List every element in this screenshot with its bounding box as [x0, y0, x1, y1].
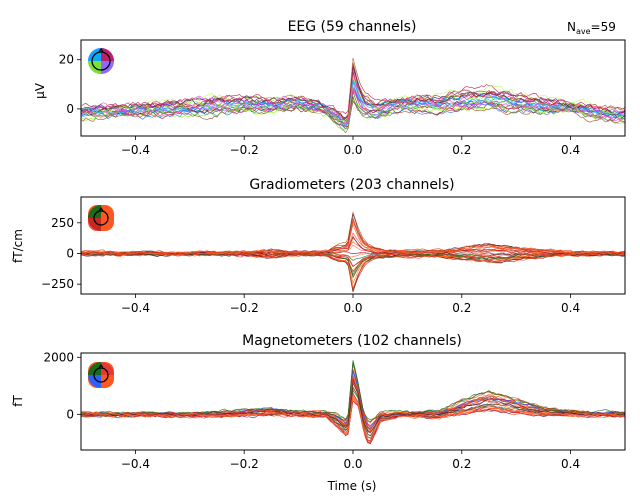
y-tick-label: 250 — [51, 216, 74, 230]
y-axis-label: µV — [33, 82, 47, 99]
x-tick-label: −0.2 — [230, 457, 259, 471]
axes-frame — [80, 196, 626, 295]
channel-trace — [81, 62, 625, 120]
channel-trace — [81, 86, 625, 124]
channel-trace — [81, 86, 625, 124]
tick-group: −0.4 −0.2 0.0 0.2 0.4 0 2000 — [43, 350, 580, 471]
sensor-layout-icon — [88, 362, 114, 388]
x-tick-label: 0.0 — [343, 143, 362, 157]
channel-trace — [81, 88, 625, 124]
axes-frame — [80, 352, 626, 451]
x-tick-label: 0.2 — [452, 457, 471, 471]
channel-trace — [81, 253, 625, 292]
channel-trace — [81, 381, 625, 433]
sensor-layout-icon — [88, 47, 114, 74]
x-tick-label: 0.0 — [343, 301, 362, 315]
channel-trace — [81, 100, 625, 134]
x-tick-label: 0.4 — [561, 143, 580, 157]
x-axis-label: Time (s) — [327, 479, 377, 493]
x-tick-label: −0.2 — [230, 143, 259, 157]
x-tick-label: −0.4 — [121, 143, 150, 157]
nave-label: Nave=59 — [567, 20, 616, 36]
panel-title: EEG (59 channels) — [288, 19, 417, 35]
channel-trace — [81, 78, 625, 127]
x-tick-label: 0.2 — [452, 301, 471, 315]
channel-trace — [81, 73, 625, 124]
channel-trace — [81, 218, 625, 256]
channel-trace — [81, 396, 625, 443]
y-tick-label: 0 — [66, 246, 74, 260]
panel-magnetometers: Magnetometers (102 channels) fT −0.4 −0.2… — [11, 333, 626, 471]
channel-trace — [81, 377, 625, 431]
channel-trace — [81, 252, 625, 293]
y-tick-label: 0 — [66, 102, 74, 116]
panel-eeg: EEG (59 channels) µV −0.4 −0.2 0.0 0.2 0.4 0 2… — [33, 19, 626, 157]
y-tick-label: −250 — [41, 277, 74, 291]
x-tick-label: −0.4 — [121, 301, 150, 315]
tick-group: −0.4 −0.2 0.0 0.2 0.4 0 20 — [59, 53, 580, 157]
channel-trace — [81, 361, 625, 421]
y-axis-label: fT — [11, 395, 25, 407]
channel-trace — [81, 392, 625, 439]
x-tick-label: 0.4 — [561, 457, 580, 471]
x-tick-label: 0.4 — [561, 301, 580, 315]
x-tick-label: −0.4 — [121, 457, 150, 471]
trace-group — [81, 58, 625, 134]
y-tick-label: 2000 — [43, 350, 74, 364]
y-axis-label: fT/cm — [11, 229, 25, 263]
channel-trace — [81, 251, 625, 291]
trace-group — [81, 211, 625, 293]
tick-group: −0.4 −0.2 0.0 0.2 0.4 −250 0 250 — [41, 216, 580, 315]
x-tick-label: 0.2 — [452, 143, 471, 157]
y-tick-label: 0 — [66, 407, 74, 421]
panel-title: Gradiometers (203 channels) — [249, 177, 454, 193]
channel-trace — [81, 251, 625, 267]
x-tick-label: −0.2 — [230, 301, 259, 315]
axes-frame — [80, 39, 626, 137]
channel-trace — [81, 395, 625, 445]
x-tick-label: 0.0 — [343, 457, 362, 471]
panel-title: Magnetometers (102 channels) — [242, 333, 462, 349]
channel-trace — [81, 397, 625, 442]
y-tick-label: 20 — [59, 53, 74, 67]
channel-trace — [81, 221, 625, 255]
sensor-layout-icon — [88, 205, 114, 231]
panel-gradiometers: Gradiometers (203 channels) fT/cm −0.4 −0… — [11, 177, 626, 315]
trace-group — [81, 360, 625, 445]
